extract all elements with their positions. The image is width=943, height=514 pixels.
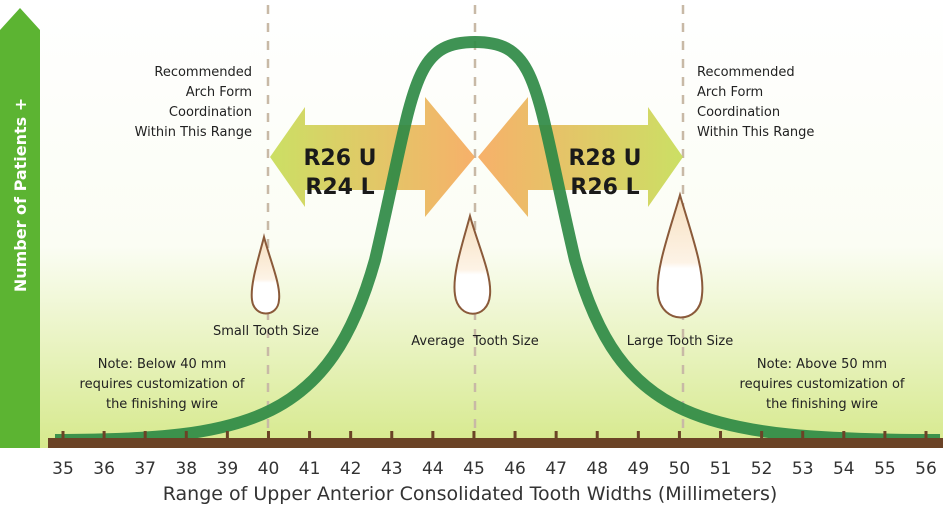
teeth [250, 191, 704, 319]
bell-curve [54, 35, 941, 446]
tick-mark [472, 431, 476, 441]
tick-label: 43 [381, 459, 403, 479]
note: the finishing wire [106, 397, 218, 412]
tick-mark [719, 431, 723, 441]
tick-mark [677, 431, 681, 441]
tick-mark [883, 431, 887, 441]
tick-label: 51 [710, 459, 732, 479]
tick-label: 42 [340, 459, 362, 479]
tick-label: 40 [258, 459, 280, 479]
axis-bar [48, 438, 943, 448]
note: Note: Below 40 mm [98, 357, 227, 372]
tick-mark [184, 431, 188, 441]
tooth-label: Small Tooth Size [213, 324, 319, 339]
tick-label: 36 [93, 459, 115, 479]
tick-label: 50 [669, 459, 691, 479]
tick-mark [842, 431, 846, 441]
tick-mark [924, 431, 928, 441]
range-note: Coordination [169, 105, 252, 120]
tick-label: 49 [628, 459, 650, 479]
range-note: Recommended [154, 65, 252, 80]
tick-label: 52 [751, 459, 773, 479]
tick-label: 37 [134, 459, 156, 479]
tick-label: 56 [915, 459, 937, 479]
tooth-label: Large Tooth Size [627, 334, 734, 349]
arrow-label: R28 U [568, 146, 641, 171]
tick-label: 47 [545, 459, 567, 479]
range-note: Within This Range [697, 125, 814, 140]
tick-mark [308, 431, 312, 441]
tooth-label: Average Tooth Size [411, 334, 538, 349]
tick-mark [801, 431, 805, 441]
tick-label: 41 [299, 459, 321, 479]
arrow-label: R24 L [305, 175, 374, 200]
tick-label: 55 [874, 459, 896, 479]
tick-mark [636, 431, 640, 441]
tick-label: 54 [833, 459, 855, 479]
background [40, 0, 943, 448]
range-note: Within This Range [135, 125, 252, 140]
tick-label: 38 [175, 459, 197, 479]
tick-mark [390, 431, 394, 441]
range-note: Coordination [697, 105, 780, 120]
arrow [478, 97, 683, 217]
tick-mark [595, 431, 599, 441]
tick-mark [431, 431, 435, 441]
tick-mark [266, 431, 270, 441]
y-axis-bar [0, 8, 40, 448]
tick-mark [554, 431, 558, 441]
tick-mark [225, 431, 229, 441]
tick-mark [513, 431, 517, 441]
tick-mark [143, 431, 147, 441]
arrow-label: R26 U [303, 146, 376, 171]
y-axis-label: Number of Patients + [11, 98, 30, 292]
tick-label: 44 [422, 459, 444, 479]
tick-label: 48 [586, 459, 608, 479]
tick-mark [349, 431, 353, 441]
tick-label: 39 [217, 459, 239, 479]
tick-mark [102, 431, 106, 441]
note: Note: Above 50 mm [757, 357, 887, 372]
arrow-label: R26 L [570, 175, 639, 200]
range-note: Recommended [697, 65, 795, 80]
range-note: Arch Form [697, 85, 763, 100]
tick-label: 35 [52, 459, 74, 479]
arrow [270, 97, 475, 217]
x-axis-title: Range of Upper Anterior Consolidated Too… [163, 483, 778, 505]
tick-label: 53 [792, 459, 814, 479]
note: requires customization of [80, 377, 245, 392]
note: the finishing wire [766, 397, 878, 412]
tick-mark [61, 431, 65, 441]
range-note: Arch Form [186, 85, 252, 100]
tick-mark [760, 431, 764, 441]
ticks: 35 36 37 38 39 40 41 42 43 44 45 46 47 48 49 50 51 52 53 54… [52, 431, 937, 479]
tick-label: 45 [463, 459, 485, 479]
tick-label: 46 [504, 459, 526, 479]
note: requires customization of [740, 377, 905, 392]
